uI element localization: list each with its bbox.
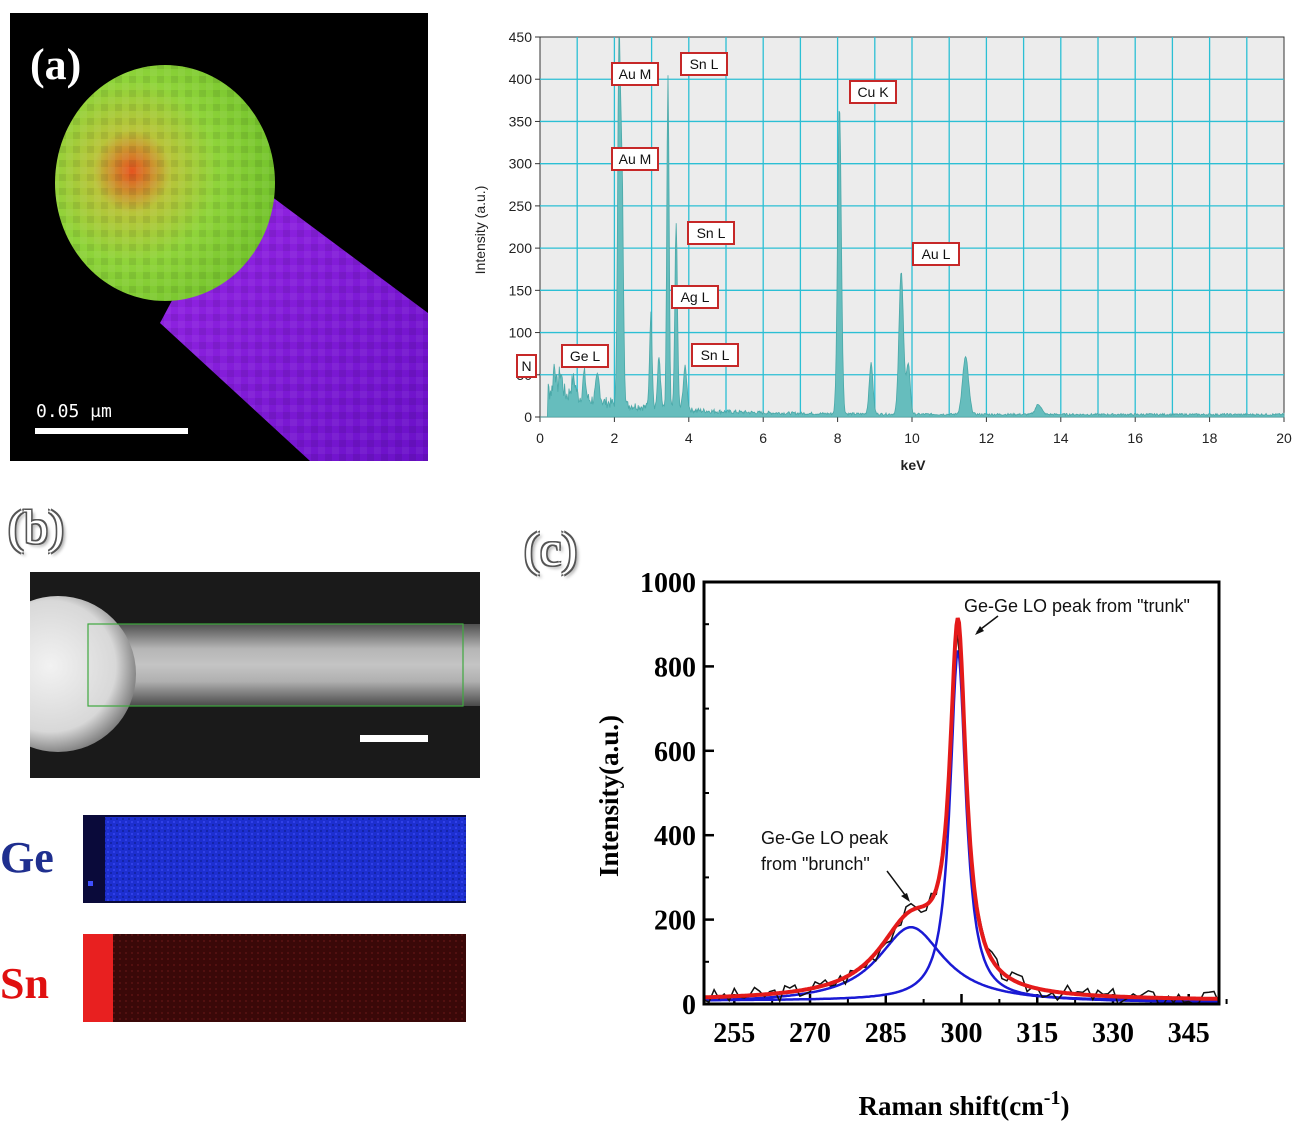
eds-peak-label: Cu K <box>857 84 889 100</box>
panel-b-label: (b) <box>8 501 64 554</box>
eds-peak-label: Ge L <box>570 348 601 364</box>
eds-map-image: (a) 0.05 μm <box>10 13 428 461</box>
eds-peak-label-box <box>561 344 609 368</box>
raman-chart: 255 270 285 300 315 330 345 0 200 400 600 800 1000 G… <box>594 568 1228 1121</box>
eds-spectrum-fill <box>540 36 1285 418</box>
eds-peak-label-box <box>687 221 735 245</box>
eds-peak-label-box <box>516 354 537 378</box>
eds-ytick-label: 450 <box>509 29 533 45</box>
raman-annotation-trunk: Ge-Ge LO peak from "trunk" <box>964 596 1190 616</box>
raman-xtick-label: 300 <box>941 1018 983 1049</box>
raman-ytick-label: 1000 <box>640 568 696 599</box>
raman-fit-total <box>704 617 1219 1001</box>
eds-xtick-label: 4 <box>685 430 693 446</box>
eds-xtick-label: 0 <box>536 430 544 446</box>
eds-peak-label-box <box>611 147 659 171</box>
eds-peak-label: Sn L <box>701 347 730 363</box>
eds-peak-label: Au L <box>922 246 951 262</box>
nanowire-trunk <box>90 624 480 706</box>
eds-peak-labels: N Ge L Au M Sn L Au M Sn L Ag L Sn L Cu K Au L <box>516 52 960 378</box>
eds-xlabel: keV <box>901 457 927 473</box>
raman-xlabel: Raman shift(cm-1) <box>859 1087 1070 1121</box>
eds-peak-label: Ag L <box>681 289 710 305</box>
eds-xtick-label: 2 <box>611 430 619 446</box>
raman-ytick-label: 600 <box>654 737 696 768</box>
eds-peak-label-box <box>611 62 659 86</box>
eds-peak-label: Sn L <box>697 225 726 241</box>
raman-xtick-label: 255 <box>713 1018 755 1049</box>
eds-peak-label-box <box>671 285 719 309</box>
raman-ytick-label: 800 <box>654 652 696 683</box>
eds-ylabel: Intensity (a.u.) <box>472 186 488 275</box>
eds-xtick-label: 6 <box>759 430 767 446</box>
eds-ytick-label: 400 <box>509 71 533 87</box>
nanowire-tip-ball <box>30 596 136 752</box>
eds-peak-label: Au M <box>619 66 652 82</box>
eds-xtick-label: 8 <box>834 430 842 446</box>
raman-xtick-label: 345 <box>1168 1018 1210 1049</box>
panel-c-label: (c) <box>524 523 578 576</box>
eds-ytick-label: 100 <box>509 325 533 341</box>
raman-annotation-brunch-1: Ge-Ge LO peak <box>761 828 889 848</box>
eds-ytick-label: 0 <box>524 409 532 425</box>
ge-map-image <box>83 815 466 903</box>
raman-frame <box>702 580 1221 1006</box>
raman-ytick-label: 0 <box>682 990 696 1021</box>
raman-ylabel: Intensity(a.u.) <box>594 715 624 877</box>
eds-peak-label: Sn L <box>690 56 719 72</box>
scale-bar-label: 0.05 μm <box>36 401 112 422</box>
raman-tick-labels: 255 270 285 300 315 330 345 0 200 400 600 800 1000 <box>640 568 1210 1049</box>
haadf-scale-bar <box>360 735 428 742</box>
haadf-image <box>30 572 480 778</box>
eds-peak-label-box <box>691 343 739 367</box>
eds-peak-label: N <box>521 358 531 374</box>
raman-xtick-label: 330 <box>1092 1018 1134 1049</box>
eds-xtick-label: 10 <box>904 430 920 446</box>
eds-xtick-label: 14 <box>1053 430 1069 446</box>
raman-component-brunch <box>703 925 1219 1004</box>
scale-bar <box>35 428 188 434</box>
eds-peak-label: Au M <box>619 151 652 167</box>
ge-label: Ge <box>0 833 54 882</box>
eds-ytick-label: 300 <box>509 156 533 172</box>
sn-label: Sn <box>0 959 49 1008</box>
eds-ytick-label: 200 <box>509 240 533 256</box>
eds-ytick-label: 150 <box>509 282 533 298</box>
raman-xtick-label: 285 <box>865 1018 907 1049</box>
eds-ticks: 0246810121416182005010015020025030035040… <box>509 29 1292 446</box>
eds-peak-label-box <box>849 80 897 104</box>
eds-peak-label-box <box>680 52 728 76</box>
eds-ytick-label: 350 <box>509 113 533 129</box>
eds-ytick-label: 250 <box>509 198 533 214</box>
eds-spectrum-chart: 0246810121416182005010015020025030035040… <box>472 29 1292 473</box>
raman-ytick-label: 200 <box>654 906 696 937</box>
raman-xtick-label: 315 <box>1016 1018 1058 1049</box>
panel-a-label: (a) <box>30 40 82 89</box>
eds-xtick-label: 12 <box>979 430 995 446</box>
sn-rich-tip <box>83 934 113 1022</box>
eds-map-svg <box>35 65 428 461</box>
sn-map-image <box>83 934 466 1022</box>
raman-annotation-brunch-2: from "brunch" <box>761 854 870 874</box>
raman-xtick-label: 270 <box>789 1018 831 1049</box>
raman-ytick-label: 400 <box>654 821 696 852</box>
selection-box <box>87 623 464 707</box>
eds-xtick-label: 20 <box>1276 430 1292 446</box>
eds-peak-label-box <box>912 242 960 266</box>
eds-xtick-label: 18 <box>1202 430 1218 446</box>
eds-xtick-label: 16 <box>1127 430 1143 446</box>
